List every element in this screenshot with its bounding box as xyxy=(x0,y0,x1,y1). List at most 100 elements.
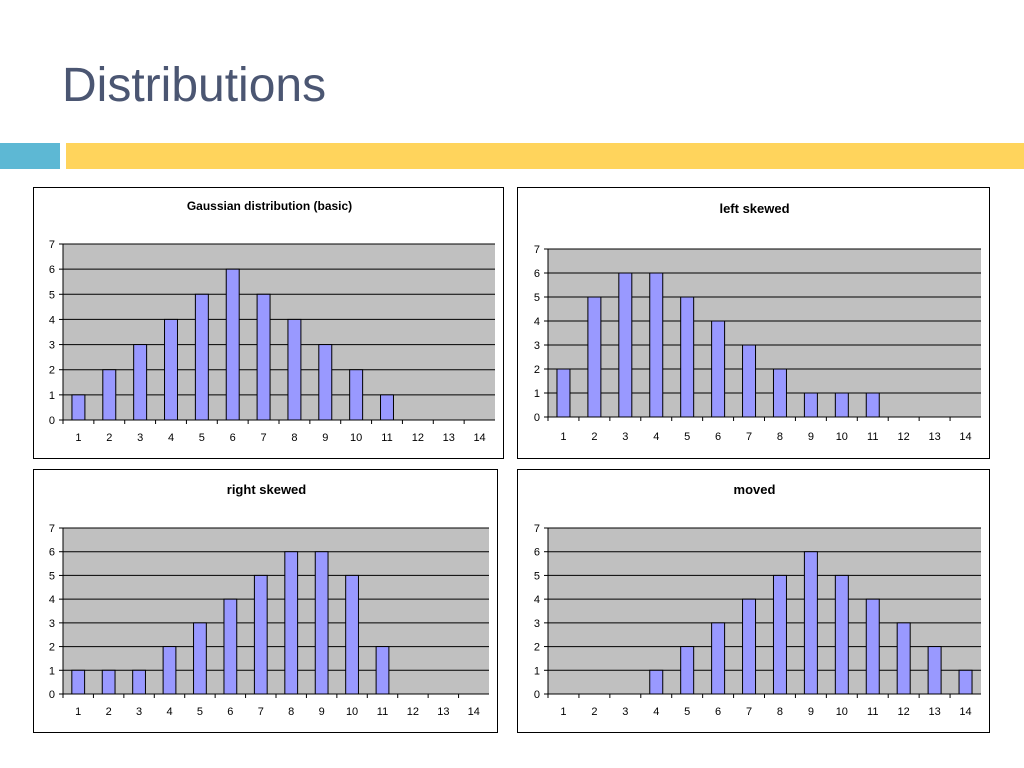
y-tick-label: 4 xyxy=(49,594,55,606)
y-tick-label: 2 xyxy=(49,365,55,377)
x-tick-label: 13 xyxy=(437,706,449,718)
bar xyxy=(680,296,695,418)
bar xyxy=(556,368,571,418)
x-tick-label: 14 xyxy=(959,431,971,443)
x-tick-label: 12 xyxy=(898,431,910,443)
bar xyxy=(349,369,364,421)
bar xyxy=(927,646,942,695)
bar xyxy=(772,368,787,418)
x-tick-label: 8 xyxy=(777,431,783,443)
y-tick-label: 6 xyxy=(49,264,55,276)
y-tick-label: 7 xyxy=(534,244,540,256)
bar xyxy=(803,551,818,695)
y-tick-label: 0 xyxy=(534,689,540,701)
accent-bar-left xyxy=(0,143,60,169)
y-tick-label: 3 xyxy=(49,340,55,352)
x-tick-label: 1 xyxy=(560,431,566,443)
x-tick-label: 2 xyxy=(106,706,112,718)
y-tick-label: 1 xyxy=(49,665,55,677)
x-tick-label: 8 xyxy=(291,432,297,444)
x-tick-label: 11 xyxy=(867,431,878,443)
y-tick-label: 5 xyxy=(49,570,55,582)
x-tick-label: 11 xyxy=(381,432,392,444)
chart-moved: moved 0 1 2 3 4 5 6 7 1 2 3 4 5 6 7 8 9 10 11 12 13 14 xyxy=(517,469,990,733)
y-tick-label: 5 xyxy=(534,570,540,582)
x-tick-label: 10 xyxy=(836,431,848,443)
y-tick-label: 2 xyxy=(49,642,55,654)
y-tick-label: 0 xyxy=(49,689,55,701)
x-tick-label: 7 xyxy=(261,432,267,444)
y-tick-label: 3 xyxy=(534,618,540,630)
y-tick-label: 3 xyxy=(49,618,55,630)
y-tick-label: 2 xyxy=(534,642,540,654)
x-tick-label: 14 xyxy=(468,706,480,718)
bar xyxy=(711,622,726,695)
x-tick-label: 8 xyxy=(288,706,294,718)
bar xyxy=(834,574,849,695)
bar xyxy=(772,574,787,695)
y-tick-label: 0 xyxy=(534,412,540,424)
bar xyxy=(865,392,880,418)
x-tick-label: 6 xyxy=(227,706,233,718)
chart-left-skewed: left skewed 0 1 2 3 4 5 6 7 1 2 3 4 5 6 7 8 9 10 11 12 13 14 xyxy=(517,187,990,459)
plot-area xyxy=(548,528,981,694)
y-tick-label: 0 xyxy=(49,415,55,427)
y-tick-label: 6 xyxy=(534,547,540,559)
x-tick-label: 4 xyxy=(166,706,172,718)
x-tick-label: 3 xyxy=(136,706,142,718)
x-tick-label: 1 xyxy=(560,706,566,718)
chart-right-skewed: right skewed 0 1 2 3 4 5 6 7 1 2 3 4 5 6 7 8 9 10 11 12 13 14 xyxy=(33,469,498,733)
x-tick-label: 4 xyxy=(168,432,174,444)
bar xyxy=(680,646,695,695)
x-tick-label: 7 xyxy=(746,706,752,718)
x-tick-label: 14 xyxy=(959,706,971,718)
x-tick-label: 1 xyxy=(75,432,81,444)
x-tick-label: 10 xyxy=(836,706,848,718)
bar xyxy=(223,598,238,695)
x-tick-label: 5 xyxy=(197,706,203,718)
bar xyxy=(133,344,148,421)
x-tick-label: 9 xyxy=(808,706,814,718)
bar xyxy=(318,344,333,421)
y-tick-label: 6 xyxy=(49,547,55,559)
y-tick-label: 1 xyxy=(534,388,540,400)
x-tick-label: 9 xyxy=(322,432,328,444)
bar xyxy=(193,622,207,695)
bar xyxy=(256,293,271,421)
x-tick-label: 9 xyxy=(319,706,325,718)
x-tick-label: 12 xyxy=(412,432,424,444)
x-tick-label: 9 xyxy=(808,431,814,443)
bar xyxy=(649,669,664,695)
x-tick-label: 2 xyxy=(106,432,112,444)
accent-bar-right xyxy=(66,143,1024,169)
x-tick-label: 14 xyxy=(473,432,485,444)
chart-title: moved xyxy=(734,482,776,497)
x-tick-label: 5 xyxy=(199,432,205,444)
x-tick-label: 4 xyxy=(653,706,659,718)
x-tick-label: 3 xyxy=(622,431,628,443)
x-tick-label: 3 xyxy=(622,706,628,718)
bar xyxy=(287,318,302,421)
y-tick-label: 7 xyxy=(49,523,55,535)
x-tick-label: 5 xyxy=(684,706,690,718)
bar xyxy=(194,293,209,421)
y-tick-label: 1 xyxy=(534,665,540,677)
x-tick-label: 2 xyxy=(591,706,597,718)
x-tick-label: 6 xyxy=(715,706,721,718)
bar xyxy=(618,272,633,418)
x-tick-label: 13 xyxy=(443,432,455,444)
bar xyxy=(380,394,394,421)
x-tick-label: 12 xyxy=(898,706,910,718)
bar xyxy=(711,320,726,418)
x-tick-label: 5 xyxy=(684,431,690,443)
y-tick-label: 4 xyxy=(534,594,540,606)
x-tick-label: 8 xyxy=(777,706,783,718)
chart-title: Gaussian distribution (basic) xyxy=(187,199,352,213)
x-tick-label: 3 xyxy=(137,432,143,444)
bar xyxy=(71,394,86,421)
x-tick-label: 13 xyxy=(928,706,940,718)
